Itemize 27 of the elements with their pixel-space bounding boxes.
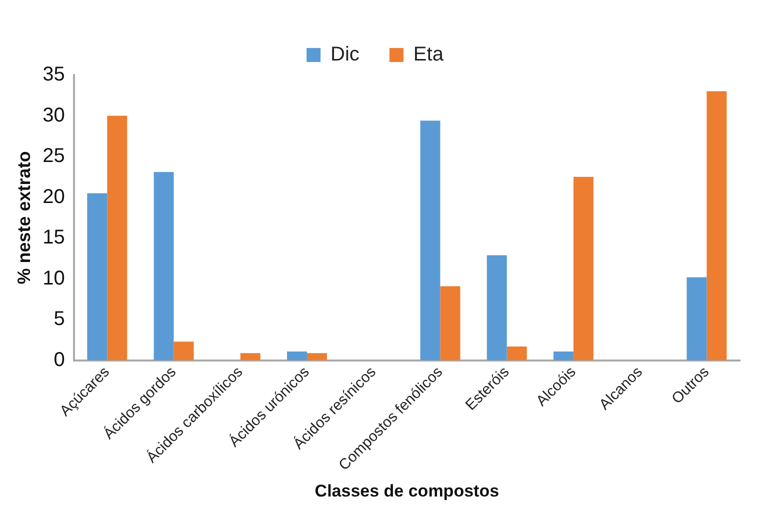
legend-label: Eta [413, 44, 444, 66]
y-tick-label: 20 [42, 186, 65, 208]
y-tick-label: 0 [54, 348, 65, 371]
legend-label: Dic [330, 44, 360, 66]
bar [706, 91, 727, 360]
bar [307, 353, 327, 360]
bar [174, 342, 194, 360]
bar [240, 353, 260, 360]
y-tick-label: 35 [42, 64, 65, 86]
bar [553, 351, 574, 360]
bar [486, 255, 507, 360]
bar [686, 277, 707, 360]
bar [107, 116, 128, 360]
bar [287, 351, 307, 360]
x-axis-title: Classes de compostos [314, 481, 500, 500]
bar [87, 193, 108, 360]
y-tick-label: 25 [42, 145, 65, 168]
bar [420, 120, 440, 360]
bar [506, 346, 527, 360]
y-axis-title: % neste extrato [14, 151, 34, 284]
y-tick-label: 30 [42, 104, 65, 126]
y-tick-label: 15 [42, 226, 65, 249]
bar [440, 286, 460, 360]
y-tick-label: 5 [54, 308, 65, 330]
bar [154, 172, 174, 360]
bar [573, 176, 594, 360]
y-tick-label: 10 [42, 267, 65, 290]
